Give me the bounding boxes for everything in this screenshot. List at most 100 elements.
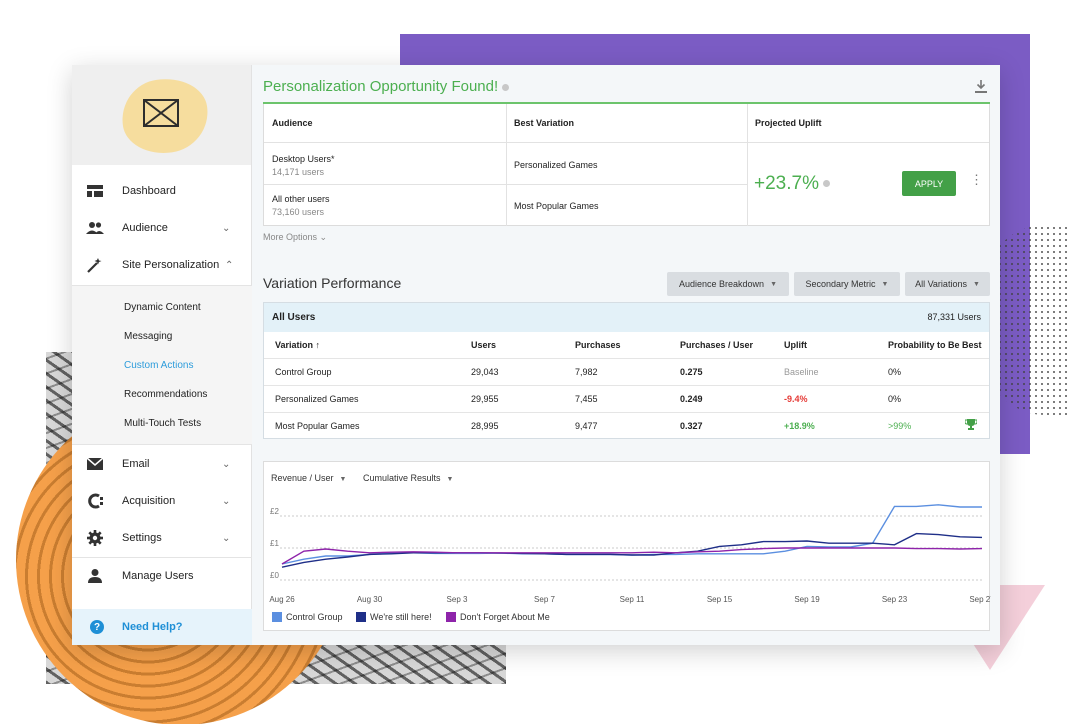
table-divider (506, 104, 507, 226)
more-actions-icon[interactable]: ⋮ (970, 172, 983, 187)
sidebar-item-site-personalization[interactable]: Site Personalization ⌃ (72, 247, 252, 283)
column-header-projected-uplift: Projected Uplift (755, 118, 822, 128)
magic-wand-icon (87, 258, 102, 273)
chevron-down-icon: ⌄ (222, 458, 231, 470)
users-value: 28,995 (471, 421, 499, 431)
sidebar-item-settings[interactable]: Settings ⌄ (72, 520, 252, 556)
legend-swatch (446, 612, 456, 622)
caret-down-icon: ▼ (770, 280, 777, 288)
variation-name: Personalized Games (275, 394, 359, 404)
more-options-label: More Options (263, 232, 318, 242)
submenu-item-recommendations[interactable]: Recommendations (124, 389, 208, 400)
all-variations-dropdown[interactable]: All Variations ▼ (905, 272, 990, 296)
purchases-per-user-value: 0.249 (680, 394, 703, 404)
row-divider (264, 385, 989, 386)
sidebar-item-audience[interactable]: Audience ⌄ (72, 210, 252, 246)
column-header-users: Users (471, 340, 497, 350)
dropdown-label: Cumulative Results (363, 473, 441, 483)
dropdown-label: Revenue / User (271, 473, 334, 483)
info-icon[interactable] (822, 180, 830, 188)
dropdown-label: All Variations (915, 279, 967, 289)
probability-value: 0% (888, 394, 902, 404)
column-header-audience: Audience (272, 118, 313, 128)
sidebar-item-label: Acquisition (122, 495, 176, 507)
submenu-item-custom-actions[interactable]: Custom Actions (124, 360, 194, 371)
uplift-value: -9.4% (784, 394, 808, 404)
y-tick-label: £0 (270, 571, 279, 580)
gear-icon (87, 530, 103, 546)
y-tick-label: £2 (270, 507, 279, 516)
projected-uplift-value: +23.7% (754, 173, 830, 195)
secondary-metric-dropdown[interactable]: Secondary Metric ▼ (794, 272, 900, 296)
apply-button[interactable]: APPLY (902, 171, 956, 196)
best-variation-cell: Most Popular Games (514, 201, 599, 211)
submenu-item-messaging[interactable]: Messaging (124, 331, 173, 342)
column-header-probability: Probability to Be Best (888, 340, 982, 350)
best-variation-cell: Personalized Games (514, 160, 598, 170)
site-personalization-submenu: Dynamic Content Messaging Custom Actions… (72, 285, 252, 445)
sidebar-item-dashboard[interactable]: Dashboard (72, 173, 252, 209)
row-divider (264, 412, 989, 413)
dropdown-label: Audience Breakdown (679, 279, 765, 289)
legend-item-control-group[interactable]: Control Group (272, 612, 343, 622)
sidebar-item-email[interactable]: Email ⌄ (72, 446, 252, 482)
x-tick-label: Sep 15 (707, 595, 733, 604)
metric-dropdown[interactable]: Revenue / User ▼ (271, 473, 346, 483)
submenu-item-dynamic-content[interactable]: Dynamic Content (124, 302, 201, 313)
legend-label: Don't Forget About Me (460, 612, 550, 622)
audience-user-count: 14,171 users (272, 167, 325, 177)
purchases-value: 7,982 (575, 367, 598, 377)
sidebar-item-label: Manage Users (122, 569, 194, 582)
email-icon (86, 457, 104, 470)
chevron-up-icon: ⌃ (225, 259, 234, 271)
submenu-item-multi-touch-tests[interactable]: Multi-Touch Tests (124, 418, 202, 429)
dropdown-label: Secondary Metric (805, 279, 876, 289)
sidebar-item-acquisition[interactable]: Acquisition ⌄ (72, 483, 252, 519)
legend-item-dont-forget[interactable]: Don't Forget About Me (446, 612, 550, 622)
x-tick-label: Aug 30 (357, 595, 383, 604)
caret-down-icon: ▼ (339, 476, 347, 483)
variation-name: Most Popular Games (275, 421, 360, 431)
x-tick-label: Aug 26 (269, 595, 295, 604)
table-divider (264, 142, 989, 143)
chevron-down-icon: ⌄ (222, 495, 231, 507)
x-tick-label: Sep 27 (969, 595, 991, 604)
purchases-value: 7,455 (575, 394, 598, 404)
caret-down-icon: ▼ (446, 476, 454, 483)
download-icon[interactable] (975, 80, 987, 93)
column-header-variation[interactable]: Variation ↑ (275, 340, 321, 350)
info-icon[interactable] (502, 83, 510, 91)
sidebar-item-label: Email (122, 458, 150, 470)
probability-value: >99% (888, 421, 912, 431)
legend-item-still-here[interactable]: We're still here! (356, 612, 432, 622)
uplift-value: Baseline (784, 367, 819, 377)
people-icon (86, 222, 104, 234)
logo-area (72, 65, 251, 165)
legend-label: We're still here! (370, 612, 432, 622)
variation-performance-title: Variation Performance (263, 275, 402, 291)
audience-breakdown-dropdown[interactable]: Audience Breakdown ▼ (667, 272, 789, 296)
main-content: Personalization Opportunity Found! Audie… (253, 65, 1000, 645)
users-value: 29,955 (471, 394, 499, 404)
audience-user-count: 73,160 users (272, 207, 325, 217)
audience-cell: Desktop Users* 14,171 users (272, 154, 335, 177)
chevron-down-icon: ⌄ (222, 532, 231, 544)
opportunity-title-text: Personalization Opportunity Found! (263, 78, 499, 95)
column-header-uplift: Uplift (784, 340, 807, 350)
audience-banner-count: 87,331 Users (927, 312, 981, 322)
variation-performance-table: All Users 87,331 Users Variation ↑ Users… (263, 302, 990, 439)
sidebar-item-manage-users[interactable]: Manage Users (72, 557, 252, 593)
table-divider (264, 184, 747, 185)
x-tick-label: Sep 23 (882, 595, 908, 604)
dashboard-icon (87, 185, 103, 197)
more-options-toggle[interactable]: More Options ⌄ (263, 232, 327, 243)
sidebar-item-label: Site Personalization (122, 259, 220, 271)
acquisition-icon (88, 493, 103, 509)
results-mode-dropdown[interactable]: Cumulative Results ▼ (363, 473, 453, 483)
help-bar[interactable]: ? Need Help? (72, 609, 252, 645)
column-header-best-variation: Best Variation (514, 118, 575, 128)
chevron-down-icon: ⌄ (319, 232, 328, 242)
series-line-3 (281, 547, 983, 565)
logo-icon[interactable] (142, 98, 180, 128)
x-tick-label: Sep 3 (447, 595, 468, 604)
